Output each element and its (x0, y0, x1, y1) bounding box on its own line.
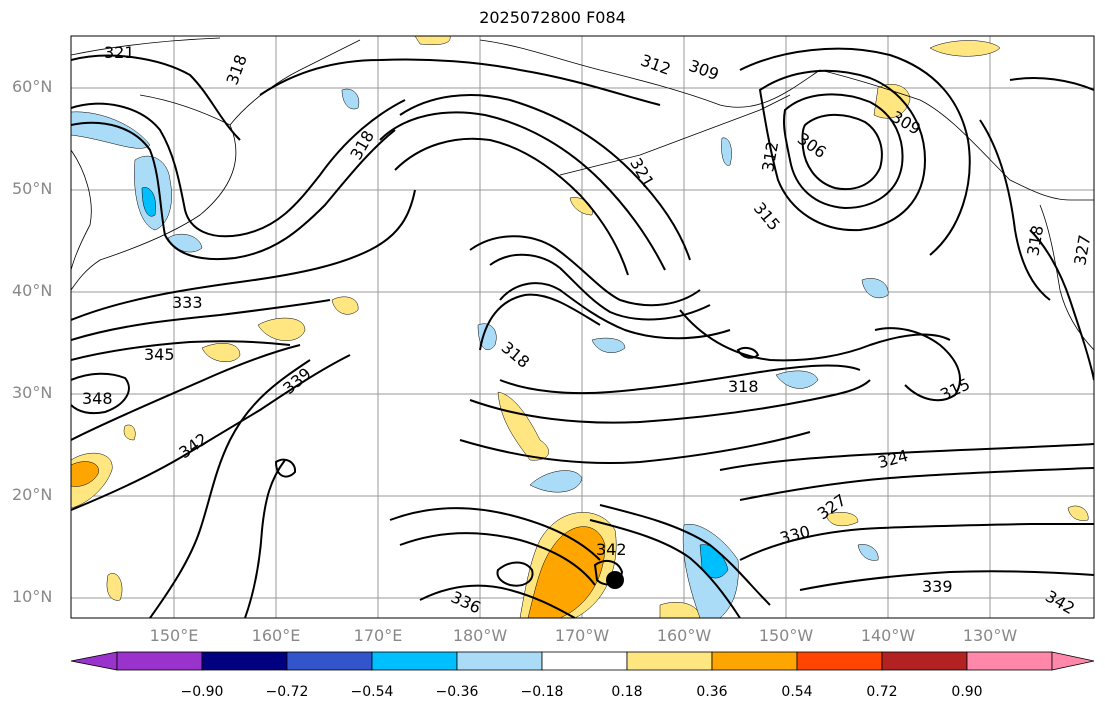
lon-label-160w: 160°W (656, 626, 712, 645)
lon-label-130w: 130°W (962, 626, 1018, 645)
contour-label: 321 (104, 43, 135, 62)
colorbar-tick: 0.54 (781, 684, 813, 700)
lon-label-160e: 160°E (251, 626, 301, 645)
positive-anomaly-area (201, 343, 241, 362)
negative-anomaly-area (775, 370, 819, 389)
lat-label-20n: 20°N (12, 485, 53, 504)
colorbar-tick: −0.90 (180, 684, 224, 700)
grid-lines (71, 36, 1094, 618)
colorbar-tick: 0.18 (611, 684, 643, 700)
lat-label-40n: 40°N (12, 281, 53, 300)
lon-label-150w: 150°W (758, 626, 814, 645)
lat-label-60n: 60°N (12, 77, 53, 96)
contour-label: 318 (728, 377, 759, 396)
negative-anomaly-area (861, 278, 889, 299)
negative-anomaly-area (529, 470, 583, 493)
negative-anomaly-core (141, 187, 156, 217)
negative-anomaly-area (591, 337, 626, 353)
colorbar-extend-high (1051, 651, 1095, 671)
colorbar (70, 651, 1095, 671)
contour-label: 333 (172, 293, 203, 312)
lat-label-10n: 10°N (12, 587, 53, 606)
positive-anomaly-area (929, 40, 1001, 57)
positive-anomaly-area (123, 424, 136, 441)
positive-anomaly-core (527, 526, 606, 618)
colorbar-tick: 0.90 (951, 684, 983, 700)
negative-anomaly-area (71, 111, 151, 149)
colorbar-tick: −0.72 (265, 684, 309, 700)
positive-anomaly-area (1067, 505, 1089, 521)
lon-label-140w: 140°W (860, 626, 916, 645)
contour-lines (71, 47, 1094, 618)
storm-center-marker (606, 571, 624, 589)
contour-label: 348 (82, 389, 113, 408)
contour-label: 339 (922, 577, 953, 596)
lat-label-50n: 50°N (12, 179, 53, 198)
negative-anomaly-area (341, 88, 360, 110)
colorbar-tick: −0.54 (350, 684, 394, 700)
negative-anomaly-area (857, 544, 879, 561)
lat-label-30n: 30°N (12, 383, 53, 402)
positive-anomaly-area (414, 36, 451, 45)
positive-anomaly-area (497, 391, 549, 461)
positive-anomaly-area (331, 296, 359, 315)
positive-anomaly-area (825, 512, 859, 527)
colorbar-tick: −0.18 (520, 684, 564, 700)
contour-label: 345 (144, 345, 175, 364)
negative-anomaly-area (721, 137, 732, 166)
lon-label-170w: 170°W (554, 626, 610, 645)
map-title: 2025072800 F084 (479, 8, 626, 27)
contour-label: 342 (596, 540, 627, 559)
lon-label-170e: 170°E (353, 626, 403, 645)
coastlines (71, 37, 1094, 351)
colorbar-tick: 0.72 (866, 684, 898, 700)
lon-label-180w: 180°W (452, 626, 508, 645)
positive-anomaly-core (71, 461, 99, 487)
positive-anomaly-area (106, 573, 123, 601)
lon-label-150e: 150°E (149, 626, 199, 645)
positive-anomaly-area (659, 602, 701, 618)
colorbar-tick: 0.36 (696, 684, 728, 700)
shading-areas (71, 36, 1089, 618)
colorbar-tick: −0.36 (435, 684, 479, 700)
positive-anomaly-area (257, 317, 306, 341)
colorbar-extend-low (70, 651, 118, 671)
